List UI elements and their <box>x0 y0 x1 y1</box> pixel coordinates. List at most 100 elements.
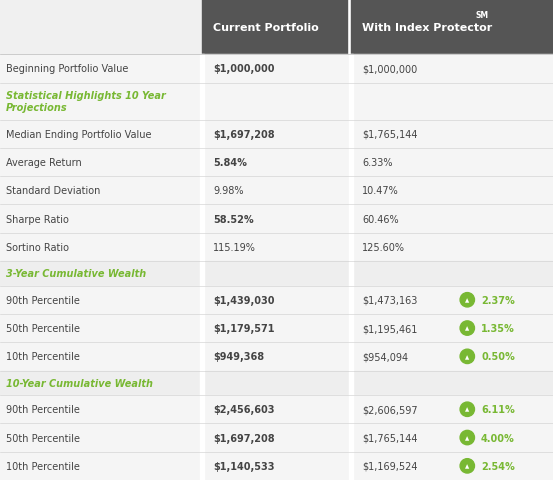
Text: $1,140,533: $1,140,533 <box>213 461 274 471</box>
Bar <box>0 120 553 148</box>
Text: With Index Protector: With Index Protector <box>362 23 493 33</box>
Bar <box>0 343 553 371</box>
Bar <box>349 84 353 120</box>
Ellipse shape <box>460 349 474 364</box>
Text: ▲: ▲ <box>465 463 469 468</box>
Bar <box>0 314 553 343</box>
Text: 60.46%: 60.46% <box>362 214 399 224</box>
Bar <box>200 452 204 480</box>
Bar <box>349 423 353 452</box>
Text: $1,179,571: $1,179,571 <box>213 324 274 334</box>
Text: Standard Deviation: Standard Deviation <box>6 186 100 196</box>
Text: 6.33%: 6.33% <box>362 157 393 168</box>
Text: ▲: ▲ <box>465 326 469 331</box>
Bar <box>200 286 204 314</box>
Bar <box>200 148 204 177</box>
Bar <box>349 55 353 84</box>
Bar <box>349 396 353 423</box>
Text: 4.00%: 4.00% <box>481 432 515 443</box>
Bar <box>349 371 353 396</box>
Text: 10th Percentile: 10th Percentile <box>6 352 80 361</box>
Bar <box>0 262 553 286</box>
Bar <box>349 262 353 286</box>
Text: 3-Year Cumulative Wealth: 3-Year Cumulative Wealth <box>6 269 146 279</box>
Text: 10-Year Cumulative Wealth: 10-Year Cumulative Wealth <box>6 378 153 388</box>
Bar <box>200 120 204 148</box>
Bar <box>0 148 553 177</box>
Text: 115.19%: 115.19% <box>213 242 256 252</box>
Text: ▲: ▲ <box>465 298 469 302</box>
Text: 0.50%: 0.50% <box>481 352 515 361</box>
Text: $1,473,163: $1,473,163 <box>362 295 418 305</box>
Bar <box>349 452 353 480</box>
Text: $1,765,144: $1,765,144 <box>362 130 418 139</box>
Text: $1,439,030: $1,439,030 <box>213 295 274 305</box>
Text: Average Return: Average Return <box>6 157 81 168</box>
Bar <box>349 343 353 371</box>
Bar <box>200 177 204 205</box>
Text: $954,094: $954,094 <box>362 352 408 361</box>
Bar <box>202 0 347 55</box>
Bar <box>0 396 553 423</box>
Text: $2,456,603: $2,456,603 <box>213 405 274 414</box>
Text: 2.37%: 2.37% <box>481 295 515 305</box>
Text: 50th Percentile: 50th Percentile <box>6 324 80 334</box>
Bar <box>200 84 204 120</box>
Bar <box>200 314 204 343</box>
Text: Beginning Portfolio Value: Beginning Portfolio Value <box>6 64 128 74</box>
Text: 6.11%: 6.11% <box>481 405 515 414</box>
Bar <box>0 84 553 120</box>
Bar <box>349 120 353 148</box>
Bar <box>200 423 204 452</box>
Text: ▲: ▲ <box>465 407 469 412</box>
Bar <box>349 205 353 233</box>
Bar <box>200 233 204 262</box>
Bar <box>200 55 204 84</box>
Text: 10th Percentile: 10th Percentile <box>6 461 80 471</box>
Text: $1,765,144: $1,765,144 <box>362 432 418 443</box>
Text: Statistical Highlights 10 Year
Projections: Statistical Highlights 10 Year Projectio… <box>6 91 165 113</box>
Text: 90th Percentile: 90th Percentile <box>6 295 80 305</box>
Text: 90th Percentile: 90th Percentile <box>6 405 80 414</box>
Text: Current Portfolio: Current Portfolio <box>213 23 319 33</box>
Text: $1,169,524: $1,169,524 <box>362 461 418 471</box>
Text: 2.54%: 2.54% <box>481 461 515 471</box>
Text: $1,697,208: $1,697,208 <box>213 432 274 443</box>
Bar <box>0 0 202 55</box>
Text: 58.52%: 58.52% <box>213 214 253 224</box>
Text: 1.35%: 1.35% <box>481 324 515 334</box>
Bar <box>351 0 553 55</box>
Bar <box>0 177 553 205</box>
Text: ▲: ▲ <box>465 354 469 359</box>
Text: Median Ending Portfolio Value: Median Ending Portfolio Value <box>6 130 151 139</box>
Ellipse shape <box>460 321 474 336</box>
Bar <box>200 371 204 396</box>
Text: $1,000,000: $1,000,000 <box>213 64 274 74</box>
Bar <box>0 371 553 396</box>
Text: $1,697,208: $1,697,208 <box>213 130 274 139</box>
Text: SM: SM <box>476 11 489 20</box>
Bar <box>349 286 353 314</box>
Bar <box>0 205 553 233</box>
Text: $949,368: $949,368 <box>213 352 264 361</box>
Ellipse shape <box>460 431 474 445</box>
Text: 9.98%: 9.98% <box>213 186 243 196</box>
Ellipse shape <box>460 459 474 473</box>
Ellipse shape <box>460 293 474 307</box>
Bar <box>0 233 553 262</box>
Bar <box>200 205 204 233</box>
Bar <box>200 396 204 423</box>
Text: $1,000,000: $1,000,000 <box>362 64 418 74</box>
Text: 5.84%: 5.84% <box>213 157 247 168</box>
Bar <box>200 343 204 371</box>
Bar <box>0 423 553 452</box>
Text: Sharpe Ratio: Sharpe Ratio <box>6 214 69 224</box>
Bar <box>349 177 353 205</box>
Bar <box>349 233 353 262</box>
Text: Sortino Ratio: Sortino Ratio <box>6 242 69 252</box>
Bar <box>0 286 553 314</box>
Text: 10.47%: 10.47% <box>362 186 399 196</box>
Bar <box>0 452 553 480</box>
Text: 50th Percentile: 50th Percentile <box>6 432 80 443</box>
Text: ▲: ▲ <box>465 435 469 440</box>
